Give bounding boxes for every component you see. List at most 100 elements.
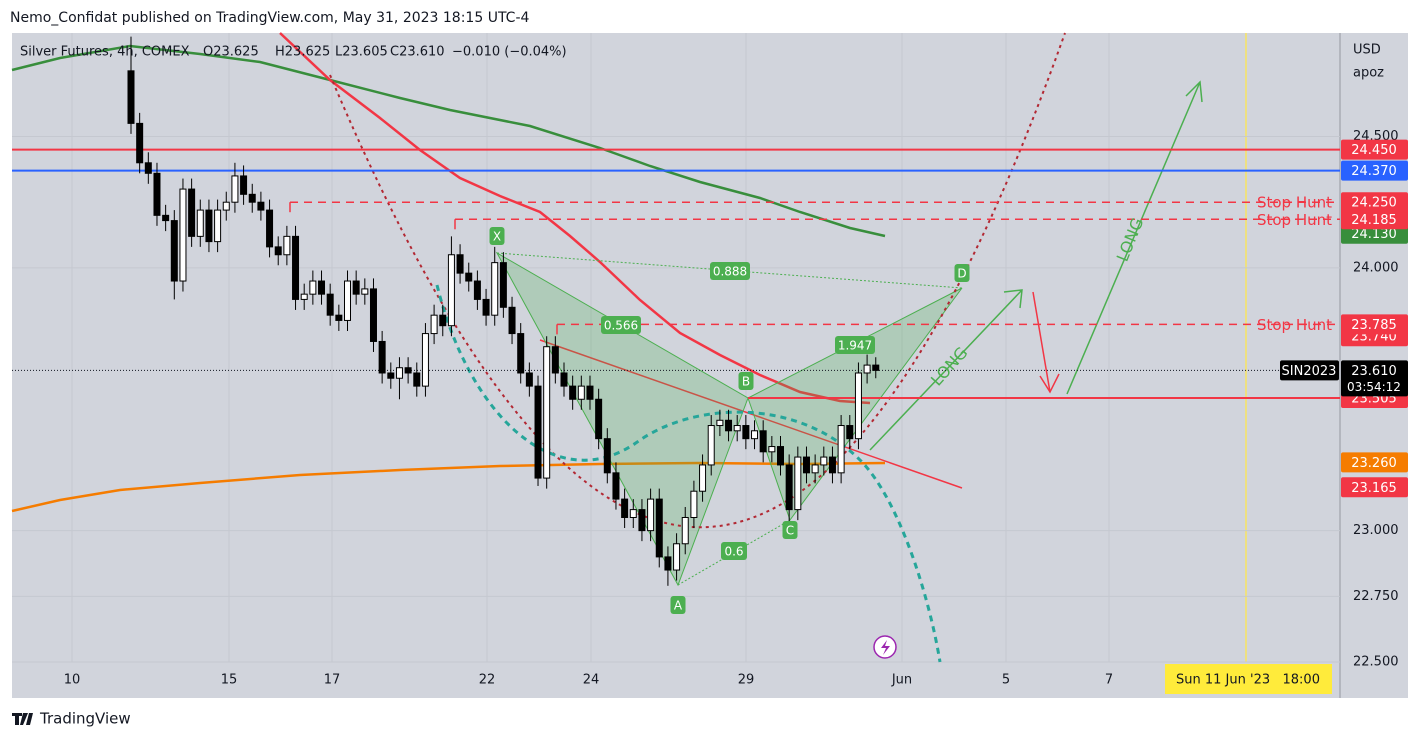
y-tick-label: 24.000 — [1353, 260, 1399, 275]
price-label: 24.130 — [1351, 227, 1397, 242]
x-tick-label: 24 — [583, 673, 600, 688]
arrow-down — [1032, 291, 1051, 393]
level-text: Stop Hunt — [1257, 316, 1332, 334]
pattern-label: 0.6 — [724, 545, 743, 559]
legend-open: O23.625 — [203, 45, 259, 60]
candle-body — [231, 175, 239, 203]
candle-body — [248, 193, 256, 203]
last-price-box — [1341, 360, 1408, 397]
candles — [127, 36, 880, 586]
candle-body — [690, 490, 698, 518]
candle-body — [205, 209, 213, 243]
publisher-line: Nemo_Confidat published on TradingView.c… — [10, 10, 530, 26]
arrow-long — [1066, 81, 1201, 395]
pattern-label: D — [957, 267, 966, 281]
legend-low: L23.605 — [335, 45, 388, 60]
candle-body — [188, 188, 196, 237]
price-label-box — [1341, 452, 1408, 473]
candle-body — [828, 456, 836, 474]
candle-body — [222, 201, 230, 211]
candle-body — [716, 419, 724, 427]
candle-body — [196, 209, 204, 237]
countdown: 03:54:12 — [1347, 380, 1401, 394]
price-label: 23.260 — [1351, 456, 1397, 471]
price-axis — [1340, 33, 1408, 662]
candle-body — [872, 364, 880, 371]
candle-body — [421, 333, 429, 387]
y-tick-label: 22.750 — [1353, 589, 1399, 604]
price-label: 23.165 — [1351, 481, 1397, 496]
candle-body — [326, 293, 334, 316]
candle-body — [811, 464, 819, 474]
candle-body — [318, 280, 326, 295]
ma-orange — [11, 461, 886, 513]
pattern-label: 1.947 — [838, 339, 872, 353]
candle-body — [465, 272, 473, 282]
candle-body — [387, 372, 395, 379]
pattern-badge — [782, 521, 798, 539]
symbol-label: SIN2023 — [1282, 364, 1337, 379]
pattern-label: A — [674, 599, 683, 613]
candle-body — [768, 446, 776, 453]
price-label-box — [1341, 139, 1408, 160]
pattern-label: 0.888 — [713, 265, 747, 279]
candle-body — [707, 425, 715, 466]
candle-body — [534, 385, 542, 479]
price-label: 24.250 — [1351, 196, 1397, 211]
candle-body — [369, 288, 377, 342]
arrow-head — [1003, 289, 1023, 309]
candle-body — [283, 235, 291, 256]
pattern-badge — [670, 596, 686, 614]
candle-body — [586, 385, 594, 400]
candle-body — [439, 314, 447, 327]
candle-body — [595, 398, 603, 440]
level-text: Stop Hunt — [1257, 194, 1332, 212]
symbol-box — [1280, 360, 1339, 381]
unit: apoz — [1353, 66, 1384, 81]
pattern-badge — [721, 542, 747, 560]
candle-body — [300, 293, 308, 300]
candle-body — [543, 346, 551, 479]
legend-close: C23.610 — [390, 45, 445, 60]
x-tick-label: 5 — [1002, 673, 1010, 688]
candle-body — [733, 425, 741, 432]
x-tick-label: 7 — [1105, 673, 1113, 688]
candle-body — [525, 372, 533, 387]
candle-body — [162, 214, 170, 222]
candle-body — [621, 498, 629, 518]
candle-body — [170, 220, 178, 282]
candle-body — [820, 456, 828, 466]
arrow-head — [1039, 373, 1060, 394]
price-label: 24.370 — [1351, 164, 1397, 179]
price-label-box — [1341, 192, 1408, 213]
pattern-label: X — [493, 230, 501, 244]
candle-body — [699, 464, 707, 492]
x-tick-label: 29 — [738, 673, 755, 688]
candle-body — [638, 509, 646, 532]
candle-body — [854, 372, 862, 440]
candle-body — [127, 70, 135, 124]
brand-logo — [12, 713, 33, 725]
pattern-label: 0.566 — [604, 319, 638, 333]
candle-body — [144, 162, 152, 174]
candle-body — [725, 419, 733, 432]
candle-body — [335, 314, 343, 321]
candle-body — [794, 456, 802, 511]
price-label-box — [1341, 314, 1408, 335]
price-label-box — [1341, 209, 1408, 230]
curve-green — [435, 284, 942, 663]
cursor-date: Sun 11 Jun '23 18:00 — [1176, 673, 1320, 688]
candle-body — [785, 464, 793, 511]
candle-body — [846, 425, 854, 440]
x-tick-label: Jun — [891, 673, 912, 688]
price-label-box — [1341, 477, 1408, 498]
price-label: 24.450 — [1351, 143, 1397, 158]
candle-body — [274, 246, 282, 256]
pattern-badge — [954, 264, 970, 282]
candle-body — [352, 280, 360, 295]
pattern-badge — [710, 262, 750, 280]
candle-body — [240, 175, 248, 195]
candle-body — [309, 280, 317, 295]
candle-body — [612, 472, 620, 500]
candle-body — [863, 364, 871, 374]
